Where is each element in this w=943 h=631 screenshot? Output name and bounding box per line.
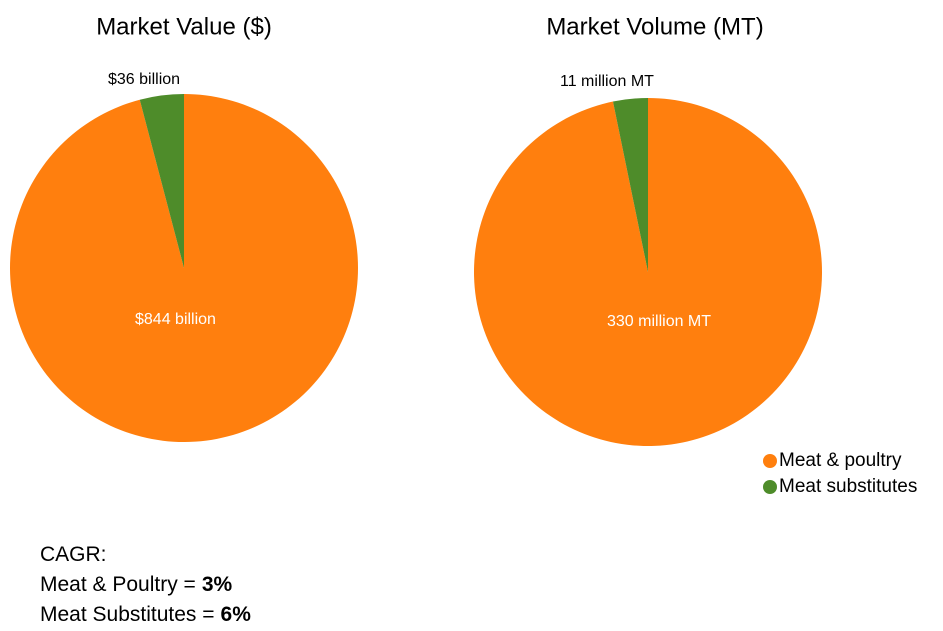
cagr-row: Meat Substitutes = 6% — [40, 600, 251, 630]
pie-slice — [139, 94, 184, 268]
pie-slice — [612, 98, 648, 272]
legend-label: Meat substitutes — [779, 476, 917, 497]
cagr-note: CAGR: Meat & Poultry = 3% Meat Substitute… — [40, 540, 251, 630]
pie-slice — [473, 98, 822, 446]
legend-swatch — [763, 480, 777, 494]
chart-title: Market Value ($) — [96, 13, 272, 40]
data-label: $36 billion — [108, 71, 180, 88]
data-label: 11 million MT — [560, 73, 654, 90]
cagr-label: Meat Substitutes = — [40, 603, 215, 626]
legend-swatch — [763, 454, 777, 468]
cagr-row: Meat & Poultry = 3% — [40, 570, 251, 600]
cagr-value: 3% — [201, 573, 233, 596]
cagr-title: CAGR: — [40, 543, 107, 566]
cagr-label: Meat & Poultry = — [40, 573, 196, 596]
data-label: $844 billion — [135, 311, 216, 328]
data-label: 330 million MT — [607, 313, 711, 330]
legend-label: Meat & poultry — [779, 450, 902, 471]
cagr-value: 6% — [220, 603, 251, 626]
chart-title: Market Volume (MT) — [546, 13, 763, 40]
